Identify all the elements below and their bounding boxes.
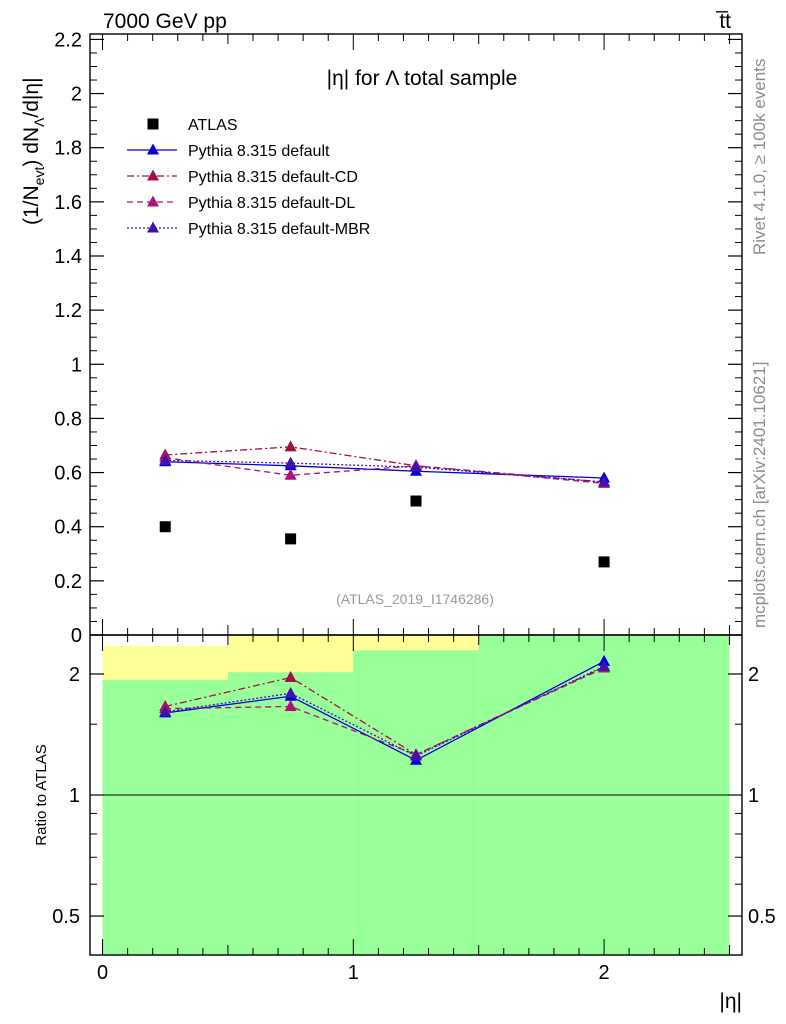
legend-item-3: Pythia 8.315 default-DL [127, 195, 355, 212]
ratio-data-point [410, 749, 422, 761]
legend-marker [147, 118, 159, 130]
main-series [159, 440, 611, 568]
legend: ATLAS Pythia 8.315 default Pythia 8.315 de… [127, 117, 370, 238]
ratio-ytick-label: 0.5 [52, 906, 80, 928]
main-y-axis-label: (1/Nevt) dNΛ/d|η| [20, 77, 47, 225]
main-series-4 [159, 453, 611, 487]
main-series-line [165, 459, 605, 483]
main-series-line [165, 461, 605, 479]
legend-marker [147, 195, 159, 207]
main-series-0 [159, 495, 610, 568]
main-data-point [159, 521, 171, 533]
main-ytick-label: 0 [71, 625, 82, 647]
legend-marker [147, 143, 159, 155]
ratio-ytick-label: 2 [69, 664, 80, 686]
main-data-point [285, 533, 297, 545]
ratio-axis-ticks: 0 1 2 0.5 0.5 1 1 2 2 [52, 635, 776, 984]
mcplots-reference-label: mcplots.cern.ch [arXiv:2401.10621] [750, 361, 769, 628]
legend-label: Pythia 8.315 default-CD [188, 169, 358, 186]
main-ytick-label: 1.4 [54, 246, 82, 268]
ratio-ytick-label-right: 2 [748, 664, 759, 686]
main-ytick-label: 1.6 [54, 192, 82, 214]
legend-label: Pythia 8.315 default [188, 143, 330, 160]
main-data-point [598, 475, 611, 487]
collision-label: 7000 GeV pp [103, 10, 227, 33]
rivet-version-label: Rivet 4.1.0, ≥ 100k events [750, 58, 769, 255]
main-data-point [598, 556, 610, 568]
main-data-point [284, 468, 297, 480]
ratio-ytick-label: 1 [69, 785, 80, 807]
legend-item-1: Pythia 8.315 default [127, 143, 330, 160]
main-ytick-label: 2 [71, 84, 82, 106]
ratio-series [159, 654, 611, 765]
main-ytick-label: 0.4 [54, 517, 82, 539]
ratio-plot-frame [89, 634, 743, 956]
legend-marker [147, 221, 159, 233]
ratio-band-green-2 [353, 650, 479, 955]
ratio-series-line [165, 667, 605, 756]
analysis-watermark: (ATLAS_2019_I1746286) [336, 591, 494, 607]
main-series-line [165, 457, 605, 485]
ratio-data-point [284, 700, 297, 712]
ratio-band-green-1 [227, 672, 354, 955]
legend-label: Pythia 8.315 default-DL [188, 195, 355, 212]
process-label: t̅t [715, 10, 731, 33]
legend-item-0: ATLAS [147, 117, 238, 134]
legend-label: ATLAS [188, 117, 238, 134]
ratio-band-green-0 [102, 680, 228, 955]
main-ytick-label: 1.8 [54, 138, 82, 160]
legend-marker [147, 169, 159, 181]
main-series-1 [159, 455, 611, 483]
xtick-label: 1 [348, 962, 359, 984]
main-data-point [410, 460, 422, 472]
ratio-data-point [598, 659, 611, 671]
main-ytick-label: 2.2 [54, 29, 82, 51]
plot-title: |η| for Λ total sample [327, 67, 518, 90]
legend-item-2: Pythia 8.315 default-CD [127, 169, 358, 186]
main-data-point [410, 495, 422, 507]
main-series-line [165, 446, 605, 483]
ratio-data-point [159, 705, 172, 717]
main-ytick-label: 0.6 [54, 463, 82, 485]
xtick-label: 2 [599, 962, 610, 984]
ratio-ytick-label-right: 1 [748, 785, 759, 807]
legend-item-4: Pythia 8.315 default-MBR [127, 221, 370, 238]
ratio-y-axis-label: Ratio to ATLAS [33, 744, 50, 845]
xtick-label: 0 [97, 962, 108, 984]
ratio-data-point [284, 670, 297, 682]
main-axis-ticks: 0 0.2 0.4 0.6 0.8 1 1.2 1.4 1.6 1.8 2 2.2 [54, 29, 742, 647]
ratio-series-line [165, 665, 605, 757]
main-ytick-label: 0.2 [54, 571, 82, 593]
main-ytick-label: 0.8 [54, 408, 82, 430]
legend-label: Pythia 8.315 default-MBR [188, 221, 370, 238]
x-axis-label: |η| [719, 990, 742, 1013]
ratio-ytick-label-right: 0.5 [748, 906, 776, 928]
main-data-point [284, 456, 297, 468]
ratio-series-3 [159, 659, 611, 761]
main-data-point [159, 453, 172, 465]
main-data-point [284, 440, 297, 452]
main-ytick-label: 1 [71, 354, 82, 376]
ratio-data-point [284, 686, 297, 698]
main-ytick-label: 1.2 [54, 300, 82, 322]
